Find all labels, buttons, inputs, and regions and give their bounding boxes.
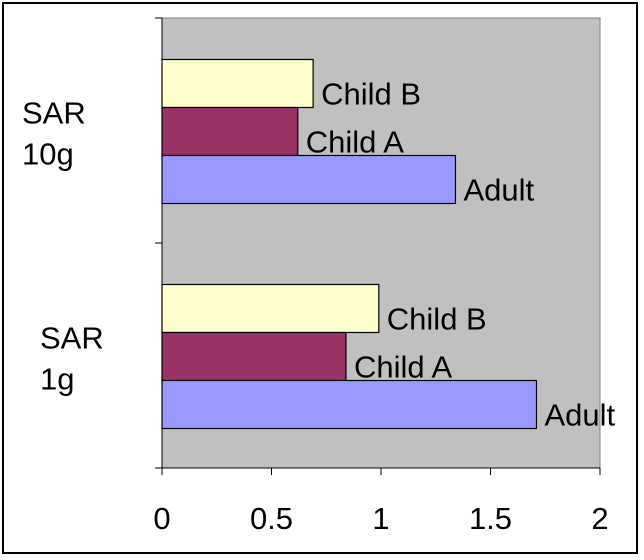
x-tick-label: 1.5	[469, 501, 512, 536]
category-label: SAR	[22, 96, 86, 131]
x-tick-label: 1	[372, 501, 389, 536]
bar	[161, 331, 347, 382]
bar	[161, 283, 380, 334]
bar	[161, 154, 457, 205]
bar	[161, 58, 314, 109]
category-label: 10g	[22, 137, 74, 172]
x-tick-label: 0	[153, 501, 170, 536]
x-tick-label: 0.5	[250, 501, 293, 536]
bar-data-label: Child B	[387, 302, 487, 337]
category-label: SAR	[40, 321, 104, 356]
bar-data-label: Adult	[463, 173, 534, 208]
bar-data-label: Child A	[354, 350, 453, 385]
category-label: 1g	[40, 362, 74, 397]
bar	[161, 106, 299, 157]
x-tick-label: 2	[591, 501, 608, 536]
bar-data-label: Child A	[306, 125, 405, 160]
bar-data-label: Child B	[321, 77, 421, 112]
bar	[161, 379, 538, 430]
bar-data-label: Adult	[544, 398, 615, 433]
